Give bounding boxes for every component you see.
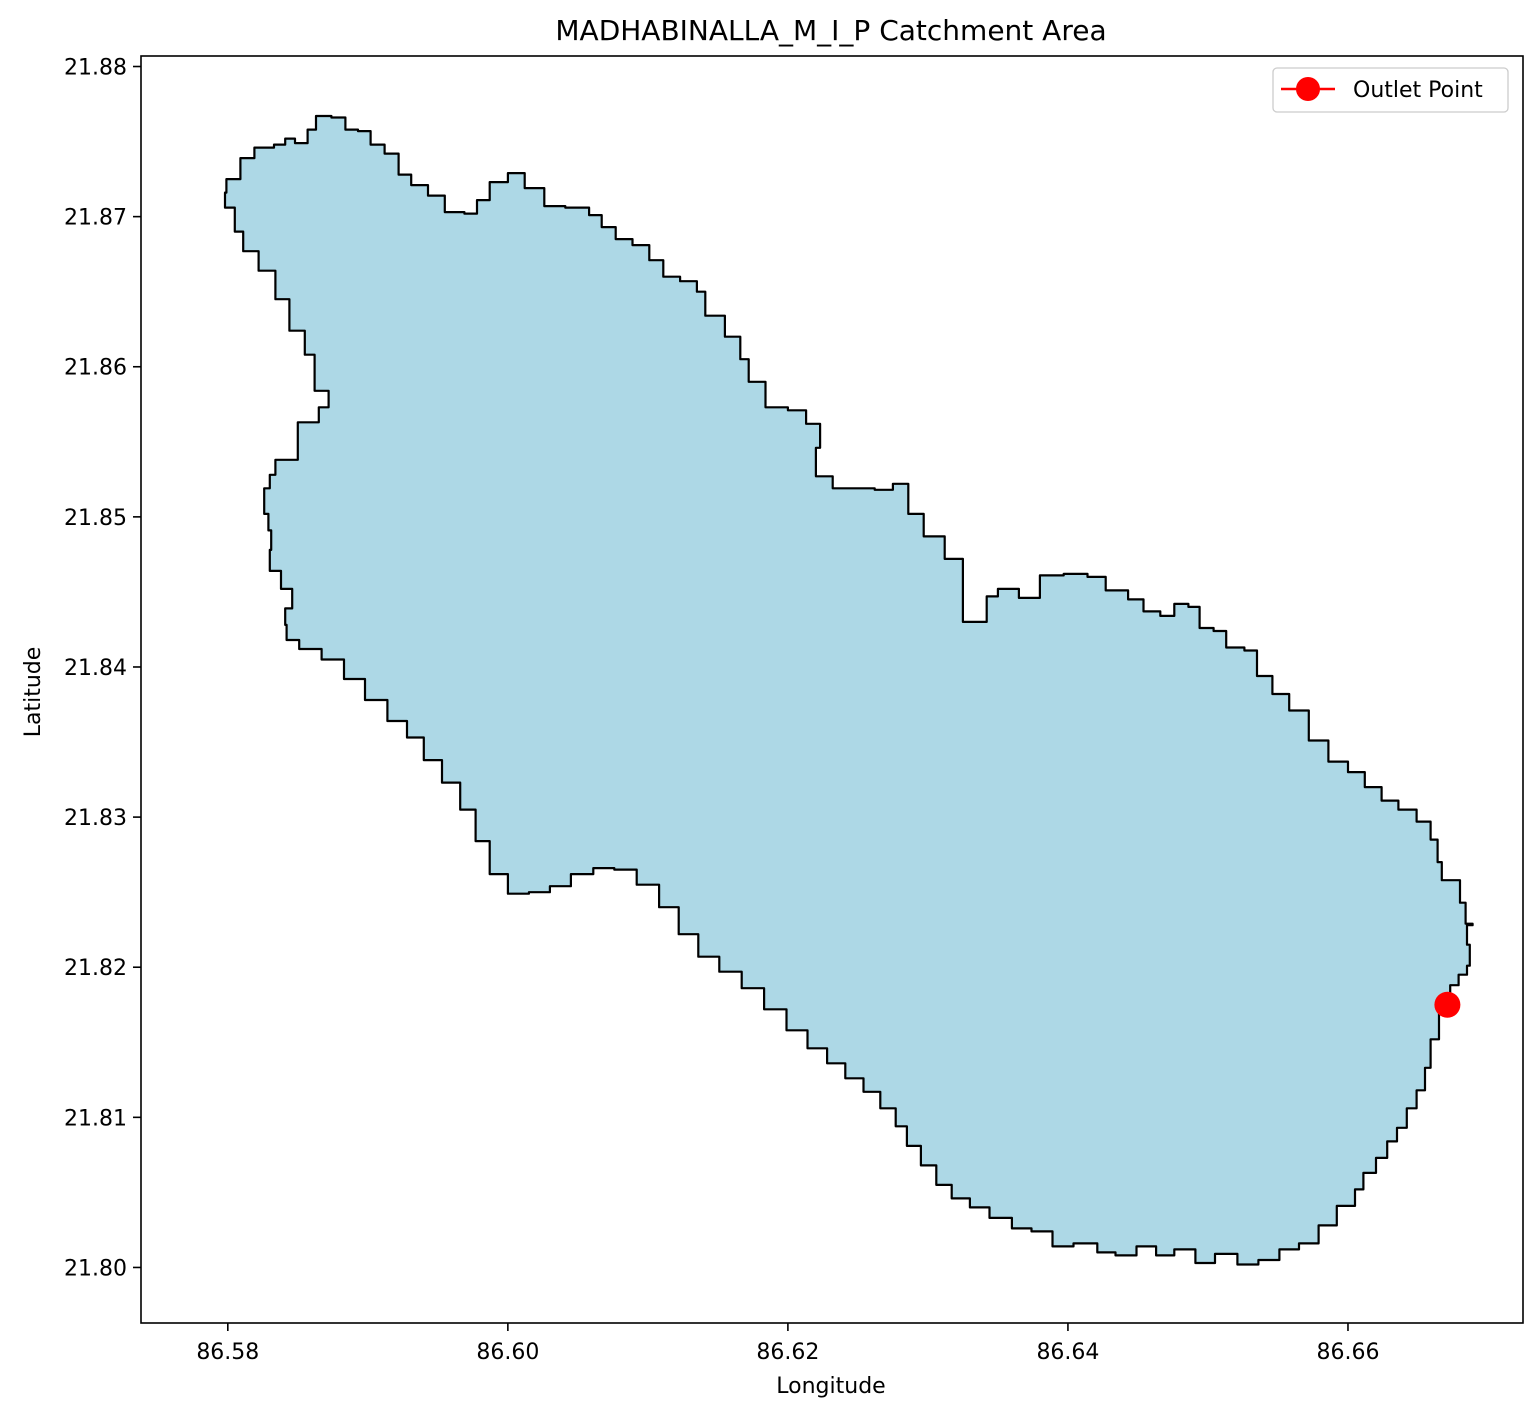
legend-marker — [1296, 77, 1320, 101]
y-tick-label: 21.88 — [64, 56, 127, 81]
legend-frame — [1272, 67, 1509, 113]
y-tick-label: 21.86 — [64, 356, 127, 381]
outlet-point-marker — [1434, 991, 1461, 1018]
x-axis: 86.58 86.60 86.62 86.64 86.66 — [196, 1323, 1379, 1365]
x-axis-label: Longitude — [776, 1374, 885, 1399]
x-tick-label: 86.62 — [756, 1340, 819, 1365]
x-tick-label: 86.58 — [196, 1340, 259, 1365]
x-tick-label: 86.66 — [1316, 1340, 1379, 1365]
x-tick-label: 86.64 — [1036, 1340, 1099, 1365]
y-tick-label: 21.83 — [64, 806, 127, 831]
plot-area — [223, 114, 1474, 1266]
legend-label-outlet-point: Outlet Point — [1353, 78, 1483, 103]
y-tick-label: 21.85 — [64, 506, 127, 531]
chart-title: MADHABINALLA_M_I_P Catchment Area — [555, 14, 1106, 47]
axes-frame — [140, 55, 1524, 1324]
y-tick-label: 21.87 — [64, 206, 127, 231]
y-tick-label: 21.84 — [64, 656, 127, 681]
y-tick-label: 21.80 — [64, 1256, 127, 1281]
x-tick-label: 86.60 — [476, 1340, 539, 1365]
y-tick-label: 21.81 — [64, 1106, 127, 1131]
y-axis-label: Latitude — [21, 647, 46, 738]
legend: Outlet Point — [1272, 67, 1509, 113]
y-axis: 21.80 21.81 21.82 21.83 21.84 21.85 21.86 21.87… — [64, 56, 141, 1281]
y-tick-label: 21.82 — [64, 956, 127, 981]
catchment-polygon — [223, 114, 1474, 1266]
